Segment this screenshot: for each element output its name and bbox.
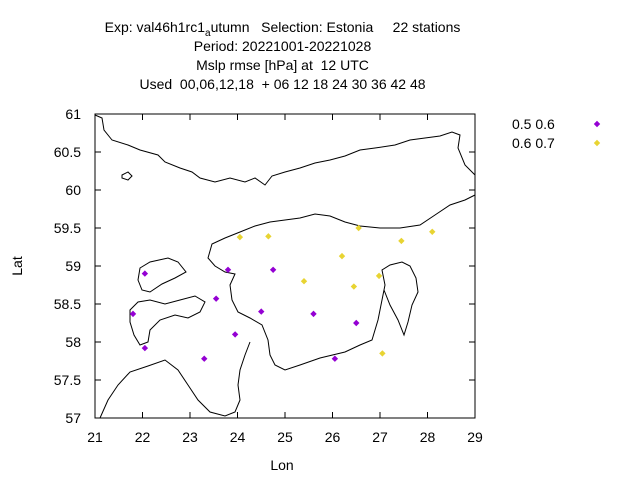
point-s0-6 xyxy=(310,310,317,318)
point-s0-5 xyxy=(258,308,265,315)
point-s1-9 xyxy=(379,350,386,357)
coastline-finland xyxy=(94,114,476,186)
point-s1-3 xyxy=(398,237,405,245)
legend-label-0: 0.5 0.6 xyxy=(512,116,555,132)
x-axis-label: Lon xyxy=(270,457,293,473)
point-s0-11 xyxy=(353,319,360,327)
coastline-island xyxy=(121,171,133,181)
title-subscript: a xyxy=(205,28,211,39)
point-s0-7 xyxy=(231,331,239,338)
legend-marker-0 xyxy=(593,120,601,128)
x-tick-label-6: 27 xyxy=(372,429,388,445)
legend: 0.5 0.6 0.6 0.7 xyxy=(512,116,601,151)
coastline-latvia xyxy=(99,341,251,419)
coastline xyxy=(94,114,476,419)
point-s0-10 xyxy=(331,355,339,362)
y-tick-label-7: 60.5 xyxy=(54,144,81,160)
y-tick-label-6: 60 xyxy=(65,182,81,198)
y-tick-label-4: 59 xyxy=(65,258,81,274)
plot-frame xyxy=(94,113,476,419)
x-tick-label-3: 24 xyxy=(230,429,246,445)
legend-marker-1 xyxy=(593,139,601,147)
y-tick-label-2: 58 xyxy=(65,334,81,350)
x-tick-label-2: 23 xyxy=(182,429,198,445)
coastline-estonia-north xyxy=(207,194,476,371)
chart-title-line-1: Exp: val46h1rc1autumn Selection: Estonia… xyxy=(0,19,565,39)
axis-ticks xyxy=(94,113,476,419)
point-s0-1 xyxy=(224,266,232,273)
title-exp: Exp: val46h1rc1 xyxy=(104,19,206,35)
point-s1-5 xyxy=(338,252,346,260)
y-tick-label-8: 61 xyxy=(65,106,81,122)
point-s1-1 xyxy=(265,233,272,240)
coastline-hiiumaa xyxy=(137,257,187,293)
point-s1-4 xyxy=(429,228,436,235)
y-tick-label-0: 57 xyxy=(65,410,81,426)
point-s0-0 xyxy=(141,270,149,277)
axis-tick-labels: 21 22 23 24 25 26 27 28 29 57 57.5 58 58.5 59 59.5 60 60… xyxy=(54,106,483,445)
x-tick-label-4: 25 xyxy=(277,429,293,445)
x-tick-label-1: 22 xyxy=(135,429,151,445)
legend-label-1: 0.6 0.7 xyxy=(512,135,555,151)
point-s1-0 xyxy=(236,233,244,241)
coastline-saaremaa xyxy=(129,295,206,346)
point-s1-6 xyxy=(300,278,308,285)
title-rest: utumn Selection: Estonia 22 stations xyxy=(210,19,461,35)
chart-title-line-4: Used 00,06,12,18 + 06 12 18 24 30 36 42 … xyxy=(139,76,426,92)
x-tick-label-8: 29 xyxy=(467,429,483,445)
y-axis-label: Lat xyxy=(9,256,25,276)
y-tick-label-1: 57.5 xyxy=(54,372,81,388)
x-tick-label-0: 21 xyxy=(87,429,103,445)
data-points xyxy=(129,224,436,362)
point-s0-4 xyxy=(212,295,220,302)
point-s1-2 xyxy=(355,224,362,232)
point-s0-3 xyxy=(129,310,137,318)
x-tick-label-7: 28 xyxy=(420,429,436,445)
point-s0-2 xyxy=(269,266,277,273)
y-tick-label-3: 58.5 xyxy=(54,296,81,312)
chart-title-line-2: Period: 20221001-20221028 xyxy=(193,38,372,54)
point-s0-9 xyxy=(201,355,208,362)
point-s1-7 xyxy=(350,283,358,290)
point-s0-8 xyxy=(141,344,149,352)
point-s1-8 xyxy=(375,272,383,280)
y-tick-label-5: 59.5 xyxy=(54,220,81,236)
x-tick-label-5: 26 xyxy=(325,429,341,445)
chart-title-line-3: Mslp rmse [hPa] at 12 UTC xyxy=(196,57,369,73)
